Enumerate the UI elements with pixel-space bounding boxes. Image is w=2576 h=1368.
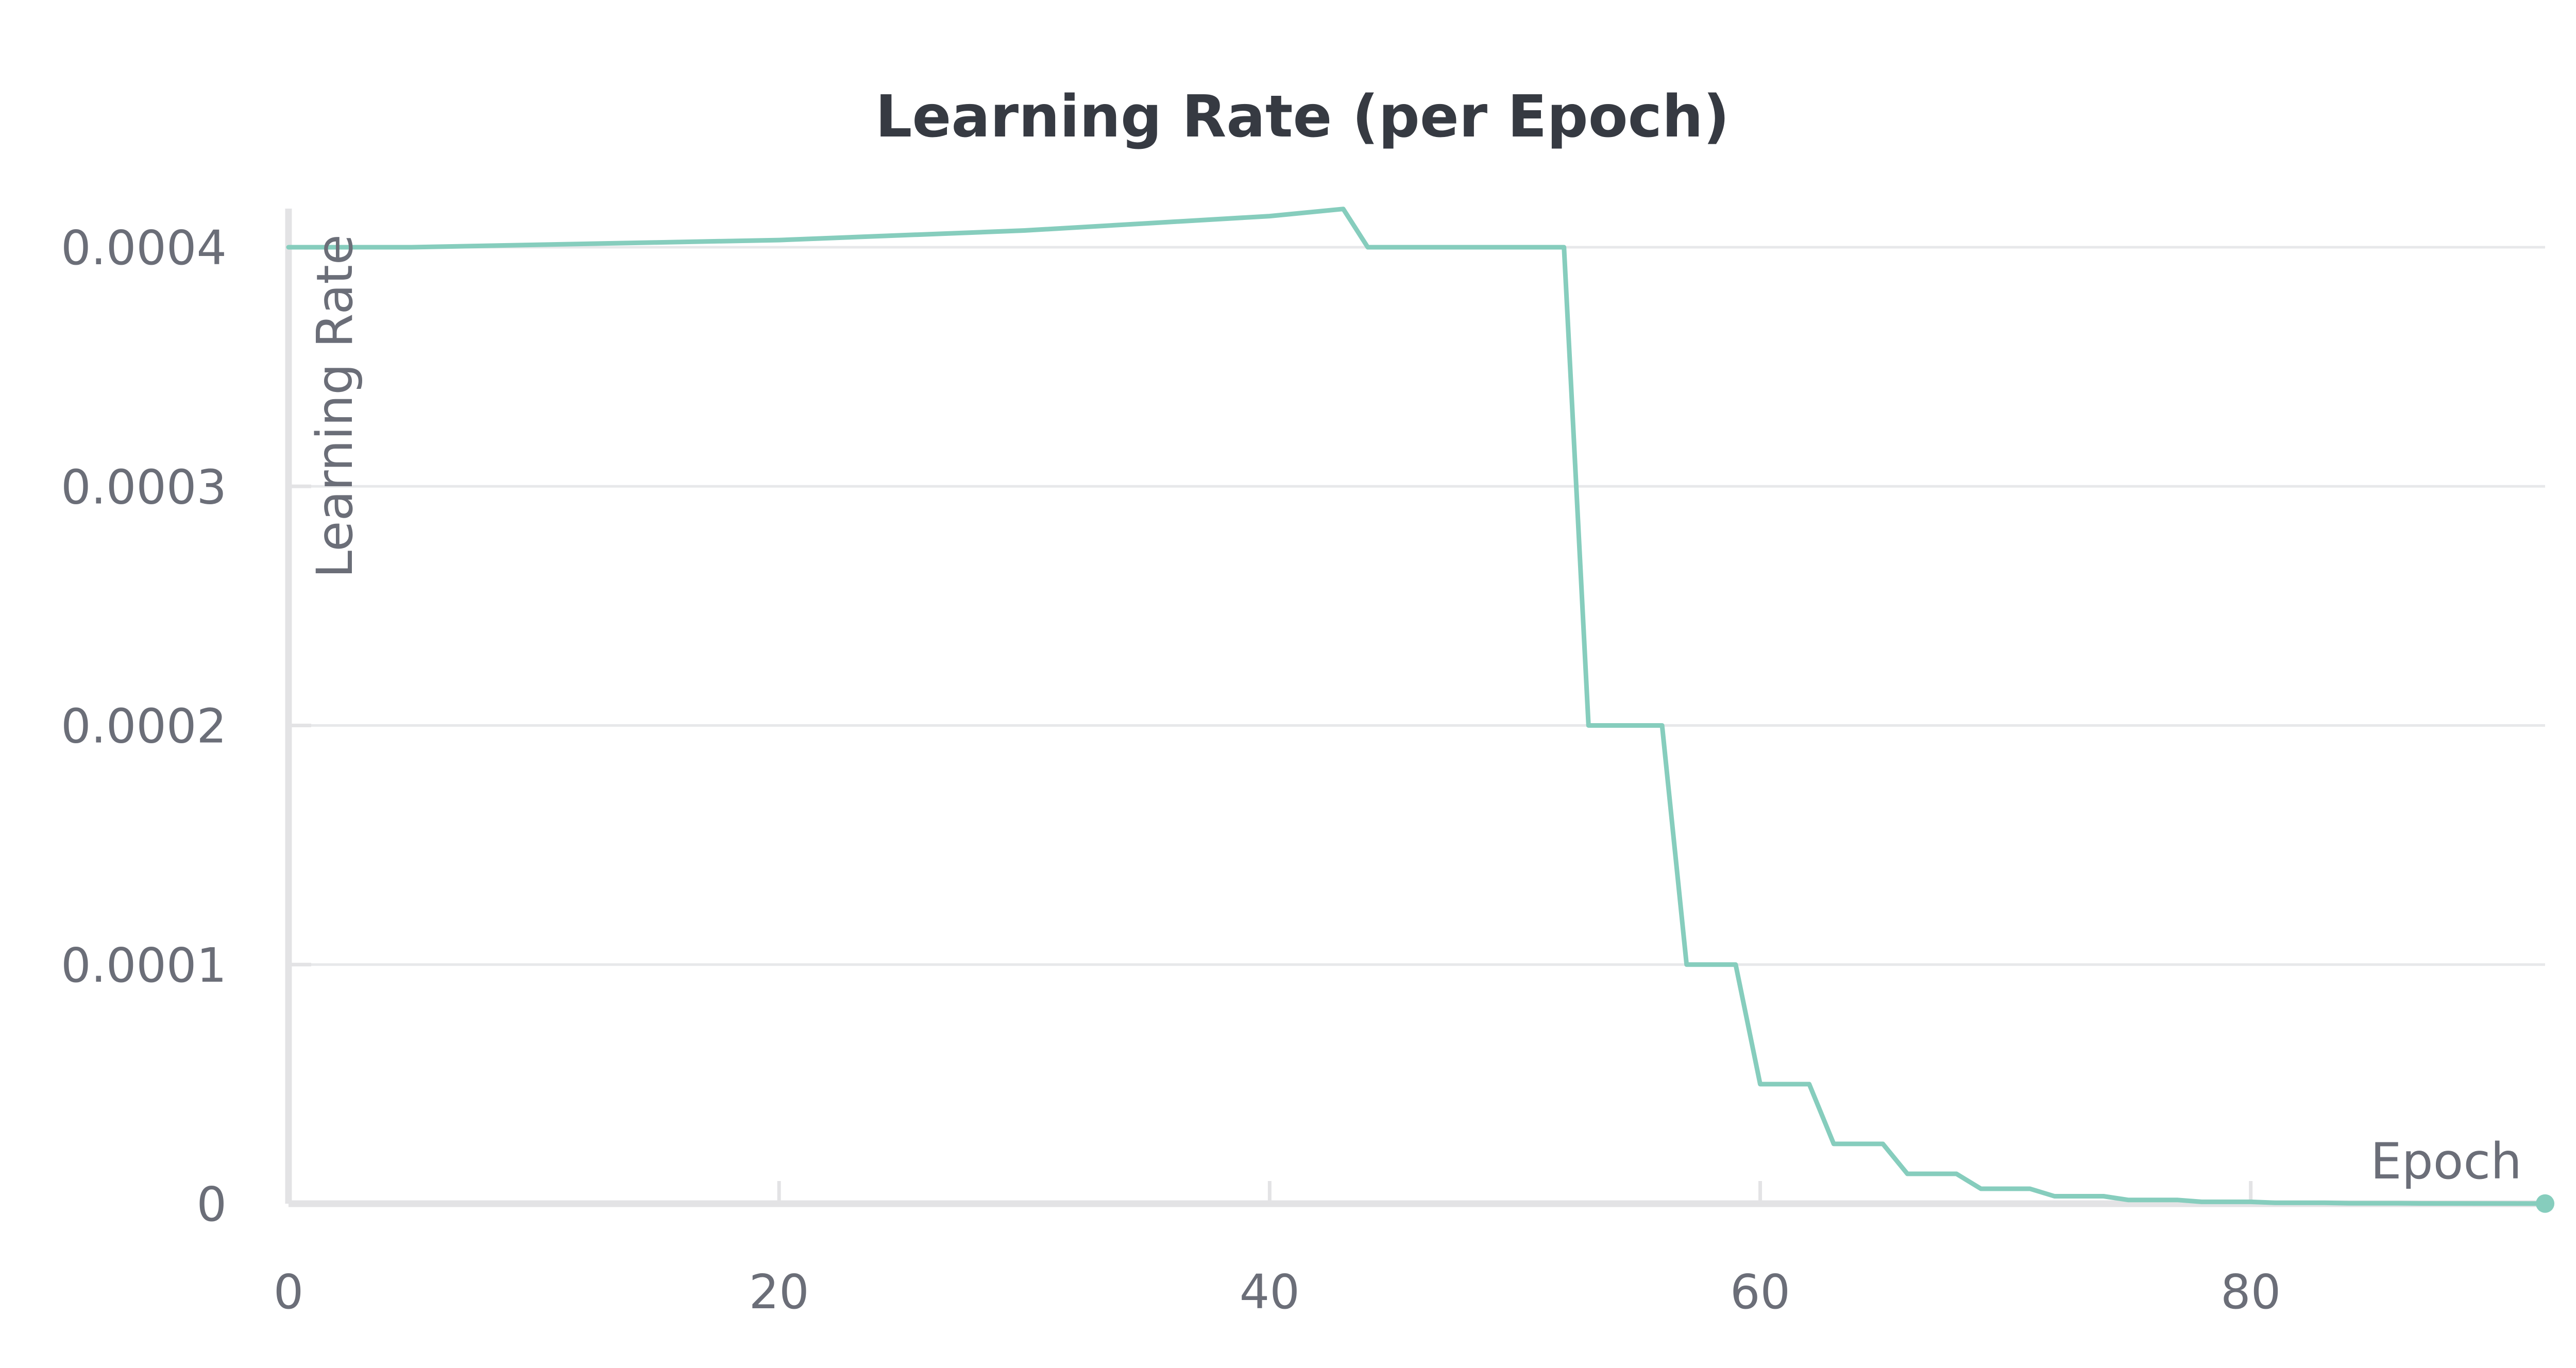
y-tick-label: 0.0002 [61,699,227,754]
tick-labels: 0 0.0001 0.0002 0.0003 0.0004 0 20 40 60 80 [61,220,2281,1320]
series-line [286,207,2548,1206]
series-end-point [2536,1194,2554,1213]
y-tick-label: 0 [196,1177,227,1232]
series-layer [286,207,2554,1213]
x-tick-label: 40 [1240,1264,1300,1320]
axes [285,209,2545,1207]
chart-title: Learning Rate (per Epoch) [875,83,1730,150]
y-axis-title: Learning Rate [306,234,364,578]
y-tick-label: 0.0004 [61,220,227,276]
x-tick-label: 60 [1730,1264,1790,1320]
x-axis-title: Epoch [2370,1133,2522,1190]
x-tick-label: 20 [749,1264,809,1320]
x-tick-label: 80 [2221,1264,2281,1320]
y-tick-label: 0.0001 [61,938,227,993]
x-tick-label: 0 [274,1264,304,1320]
grid-lines [289,246,2545,966]
y-tick-label: 0.0003 [61,459,227,515]
